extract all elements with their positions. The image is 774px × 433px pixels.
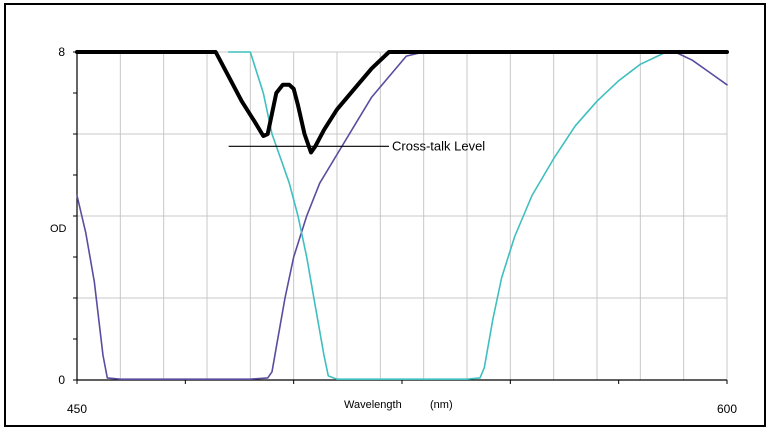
y-tick-label: 8 [58, 45, 65, 59]
x-axis-unit: (nm) [430, 399, 453, 411]
grid [76, 51, 728, 381]
y-axis-label: OD [50, 223, 67, 235]
label-layer: OD Wavelength (nm) [50, 223, 453, 411]
x-tick-label: 450 [67, 402, 87, 416]
annotation-layer: Cross-talk Level [228, 138, 485, 153]
axes: 0 8 450 600 [58, 45, 737, 416]
x-axis-label: Wavelength [344, 399, 402, 411]
series-line [75, 50, 729, 155]
x-tick-label: 600 [717, 402, 737, 416]
series-layer [75, 50, 729, 380]
y-tick-label: 0 [58, 373, 65, 387]
cross-talk-level-label: Cross-talk Level [392, 138, 485, 153]
series-line [227, 51, 728, 380]
chart-frame [4, 3, 766, 427]
